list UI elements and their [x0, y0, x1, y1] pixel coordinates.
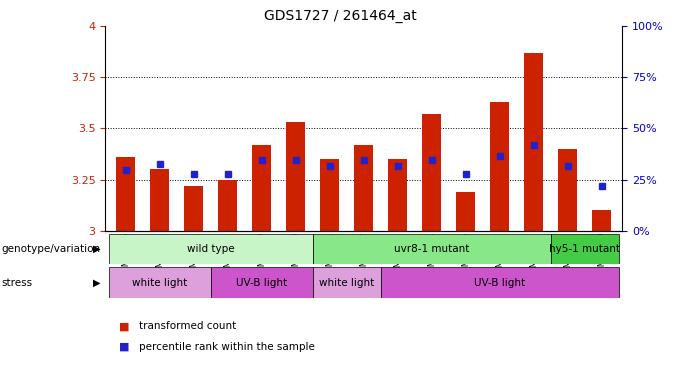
Text: UV-B light: UV-B light — [474, 278, 526, 288]
Text: GDS1727 / 261464_at: GDS1727 / 261464_at — [264, 9, 416, 23]
Bar — [354, 145, 373, 231]
Bar — [456, 192, 475, 231]
Bar — [211, 267, 313, 298]
Bar — [109, 267, 211, 298]
Bar — [320, 159, 339, 231]
Bar — [252, 145, 271, 231]
Text: stress: stress — [1, 278, 33, 288]
Bar — [490, 102, 509, 231]
Bar — [381, 267, 619, 298]
Bar — [388, 159, 407, 231]
Bar — [313, 267, 381, 298]
Bar — [592, 210, 611, 231]
Text: white light: white light — [132, 278, 188, 288]
Bar — [116, 157, 135, 231]
Text: ■: ■ — [119, 321, 129, 331]
Text: ▶: ▶ — [93, 244, 101, 254]
Bar — [551, 234, 619, 264]
Text: genotype/variation: genotype/variation — [1, 244, 101, 254]
Text: uvr8-1 mutant: uvr8-1 mutant — [394, 244, 469, 254]
Bar — [286, 122, 305, 231]
Bar — [422, 114, 441, 231]
Bar — [109, 234, 313, 264]
Text: transformed count: transformed count — [139, 321, 237, 331]
Bar — [184, 186, 203, 231]
Bar — [150, 170, 169, 231]
Text: percentile rank within the sample: percentile rank within the sample — [139, 342, 316, 352]
Text: UV-B light: UV-B light — [236, 278, 288, 288]
Text: ■: ■ — [119, 342, 129, 352]
Bar — [313, 234, 551, 264]
Text: wild type: wild type — [187, 244, 235, 254]
Bar — [524, 53, 543, 231]
Text: ▶: ▶ — [93, 278, 101, 288]
Text: white light: white light — [319, 278, 375, 288]
Text: hy5-1 mutant: hy5-1 mutant — [549, 244, 620, 254]
Bar — [558, 149, 577, 231]
Bar — [218, 180, 237, 231]
